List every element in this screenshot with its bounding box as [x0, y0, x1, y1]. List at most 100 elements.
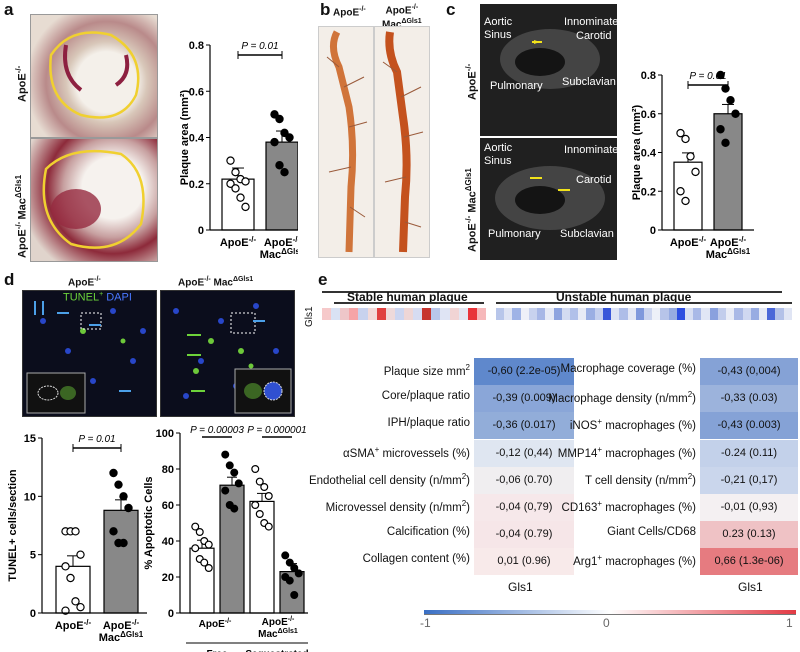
data-point	[195, 527, 204, 536]
strip-cell	[458, 308, 468, 320]
col-label-apoe-mac: ApoE-/- MacΔGls1	[178, 276, 254, 289]
strip-cell	[767, 308, 776, 320]
strip-cell	[322, 308, 332, 320]
data-point	[280, 128, 289, 138]
colorbar-min: -1	[420, 616, 431, 630]
strip-cell	[553, 308, 562, 320]
data-point	[241, 177, 250, 186]
bar	[249, 500, 275, 614]
y-tick-label: 0.6	[189, 86, 204, 98]
data-point	[119, 492, 128, 501]
row-label-apoe: ApoE-/-	[464, 63, 479, 100]
strip-cell	[602, 308, 612, 320]
tick-label: ApoE-/-	[264, 235, 298, 249]
row-label: αSMA+ microvessels (%)	[343, 444, 470, 460]
chart-d-tunel: 0 5 10 15 TUNEL+ cells/section ApoE-/- ApoE-/-…	[7, 433, 147, 644]
data-point	[221, 450, 230, 459]
data-point	[716, 125, 725, 134]
aorta-photo-apoe	[318, 26, 374, 258]
micrograph-apoe	[30, 14, 158, 138]
chart-a: 0 0.2 0.4 0.6 0.8 Plaque area (mm²) ApoE-/- Apo…	[179, 40, 298, 261]
y-axis-label: Plaque area (mm²)	[631, 104, 643, 200]
strip-cell	[467, 308, 477, 320]
strip-cell	[403, 308, 414, 320]
label-subclavian: Subclavian	[562, 76, 616, 88]
strip-cell	[701, 308, 710, 320]
y-tick-label: 0.2	[641, 186, 656, 198]
strip-cell	[611, 308, 620, 320]
row-label: Macrophage coverage (%)	[560, 363, 696, 375]
y-tick-label: 0.6	[641, 109, 656, 121]
row-label: Endothelial cell density (n/mm2)	[308, 471, 470, 487]
label-carotid: Carotid	[576, 30, 612, 42]
aorta-photo-apoe-mac	[374, 26, 430, 258]
chart-d-apoptotic: 0 20 40 60 80 100 % Apoptotic Cells P = 0.00003…	[143, 425, 309, 652]
y-tick-label: 100	[156, 428, 174, 440]
y-axis-label: Plaque area (mm²)	[179, 89, 191, 185]
data-point	[264, 522, 273, 531]
heatmap-cell: -0,06 (0.70)	[474, 466, 574, 494]
strip-cell	[586, 308, 595, 320]
tunel-texture	[26, 301, 146, 414]
data-point	[716, 70, 725, 80]
stable-plaque-label: Stable human plaque	[347, 290, 468, 304]
data-point	[114, 480, 123, 489]
row-label-apoe-mac: ApoE-/- MacΔGls1	[14, 174, 29, 258]
strip-cell	[358, 308, 368, 320]
strip-cell	[496, 308, 505, 320]
y-tick-label: 0	[198, 225, 204, 237]
y-tick-label: 5	[30, 550, 36, 562]
data-point	[681, 134, 690, 144]
strip-cell	[440, 308, 450, 320]
p-value: P = 0.01	[78, 434, 115, 445]
strip-cell	[367, 308, 377, 320]
col-label-left: Gls1	[508, 580, 533, 594]
y-tick-label: 0.4	[189, 133, 205, 145]
strip-cell	[627, 308, 636, 320]
tick-label: ApoE-/-	[199, 618, 232, 630]
strip-cell	[660, 308, 669, 320]
plaque-outline	[49, 31, 140, 119]
tick-label: MacΔGls1	[260, 247, 298, 261]
data-point	[285, 558, 294, 567]
data-point	[275, 114, 284, 124]
data-point	[236, 193, 245, 202]
tick-label: ApoE-/-	[103, 618, 140, 632]
tick-label: MacΔGls1	[99, 630, 144, 644]
y-tick-label: 80	[162, 464, 174, 476]
y-tick-label: 15	[24, 433, 36, 445]
data-point	[721, 138, 730, 148]
data-point	[204, 564, 213, 573]
strip-cell	[349, 308, 359, 320]
strip-cell	[775, 308, 784, 320]
data-point	[241, 202, 250, 212]
y-tick-label: 0	[650, 225, 656, 237]
data-point	[119, 538, 128, 548]
y-tick-label: 60	[162, 500, 174, 512]
strip-cell	[569, 308, 579, 320]
data-point	[686, 152, 695, 161]
strip-cell	[528, 308, 538, 320]
p-value: P = 0.01	[241, 41, 278, 52]
data-point	[225, 461, 234, 470]
tunel-texture	[173, 303, 292, 414]
data-point	[204, 540, 213, 549]
plaque-outline	[42, 149, 145, 249]
data-point	[76, 602, 85, 612]
colorbar-axis	[424, 614, 796, 615]
label-sinus: Sinus	[484, 155, 512, 167]
data-point	[255, 509, 264, 518]
label-innominate: Innominate	[564, 16, 617, 28]
row-label: Core/plaque ratio	[381, 390, 470, 403]
heatmap-cell: -0,43 (0,004)	[700, 358, 798, 385]
heatmap-cell: 0,01 (0.96)	[474, 548, 574, 576]
header-rule	[322, 291, 782, 293]
heatmap-cell: 0.23 (0.13)	[700, 521, 798, 549]
strip-cell	[717, 308, 727, 320]
heatmap-cell: -0,33 (0.03)	[700, 385, 798, 413]
data-point	[255, 477, 264, 486]
heatmap-cell: -0,60 (2.2e-05)	[474, 358, 574, 385]
ultrasound-texture	[480, 4, 617, 136]
data-point	[251, 500, 260, 509]
heatmap-cell: -0,21 (0,17)	[700, 466, 798, 494]
